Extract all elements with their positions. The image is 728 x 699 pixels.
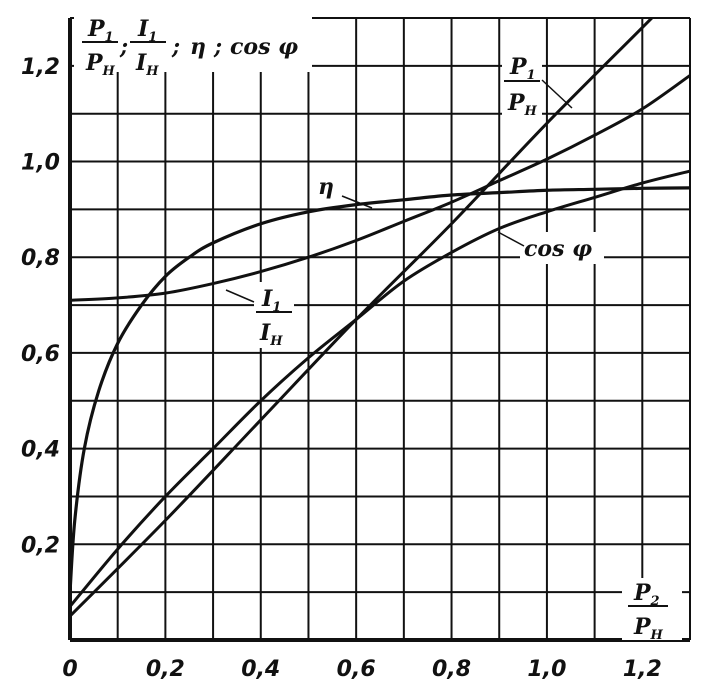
y-tick-label: 1,2 xyxy=(21,55,60,80)
annotation-eta-leader xyxy=(341,195,373,209)
ylabel-cos: cos φ xyxy=(230,34,298,60)
x-axis-label: P2 PH xyxy=(622,578,682,643)
ylabel-in: IH xyxy=(135,50,159,79)
ylabel-eta: η xyxy=(190,34,206,60)
ylabel-sep-1: ; xyxy=(119,34,128,60)
annotation-p1-num: P1 xyxy=(509,54,536,83)
annotation-p1-ph: P1 PH xyxy=(502,50,573,122)
series-line-0 xyxy=(70,18,654,618)
x-tick-label: 1,2 xyxy=(623,657,662,682)
annotation-i1-num: I1 xyxy=(261,286,281,315)
series-line-3 xyxy=(70,169,690,609)
annotation-eta: η xyxy=(314,168,373,209)
y-tick-label: 0,8 xyxy=(21,246,60,271)
annotation-i1-ih: I1 IH xyxy=(225,282,294,349)
x-tick-label: 0 xyxy=(62,657,77,682)
x-tick-label: 1,0 xyxy=(527,657,566,682)
y-tick-label: 0,2 xyxy=(21,533,60,558)
annotation-cos-leader xyxy=(497,231,525,247)
series-line-2 xyxy=(70,186,690,594)
y-tick-label: 1,0 xyxy=(21,151,60,176)
x-tick-label: 0,8 xyxy=(432,657,471,682)
xlabel-den: PH xyxy=(633,614,664,643)
xlabel-num: P2 xyxy=(633,580,660,609)
x-tick-label: 0,2 xyxy=(146,657,185,682)
x-tick-label: 0,6 xyxy=(337,657,376,682)
y-axis-label: P1 PH ; I1 IH ; η ; cos φ xyxy=(74,16,312,79)
ylabel-p1: P1 xyxy=(87,16,114,45)
tick-labels: 0 0,2 0,4 0,6 0,8 1,0 1,2 0,2 0,4 0,6 0,8 1,0 1,2 xyxy=(21,55,662,682)
series-line-1 xyxy=(70,73,690,302)
annotation-cos-text: cos φ xyxy=(524,236,592,262)
curves xyxy=(70,18,690,618)
annotation-p1-den: PH xyxy=(507,90,538,119)
annotation-i1-leader xyxy=(225,289,255,303)
x-tick-label: 0,4 xyxy=(241,657,280,682)
y-tick-label: 0,6 xyxy=(21,342,60,367)
ylabel-pn: PH xyxy=(85,50,116,79)
annotation-eta-text: η xyxy=(318,174,334,200)
ylabel-i1: I1 xyxy=(137,16,157,45)
annotation-i1-den: IH xyxy=(259,320,283,349)
y-tick-label: 0,4 xyxy=(21,438,60,463)
grid xyxy=(68,17,691,642)
annotation-cos: cos φ xyxy=(497,231,604,264)
annotation-p1-leader xyxy=(541,79,573,109)
ylabel-sep-2: ; xyxy=(171,34,180,60)
ylabel-sep-3: ; xyxy=(213,34,222,60)
